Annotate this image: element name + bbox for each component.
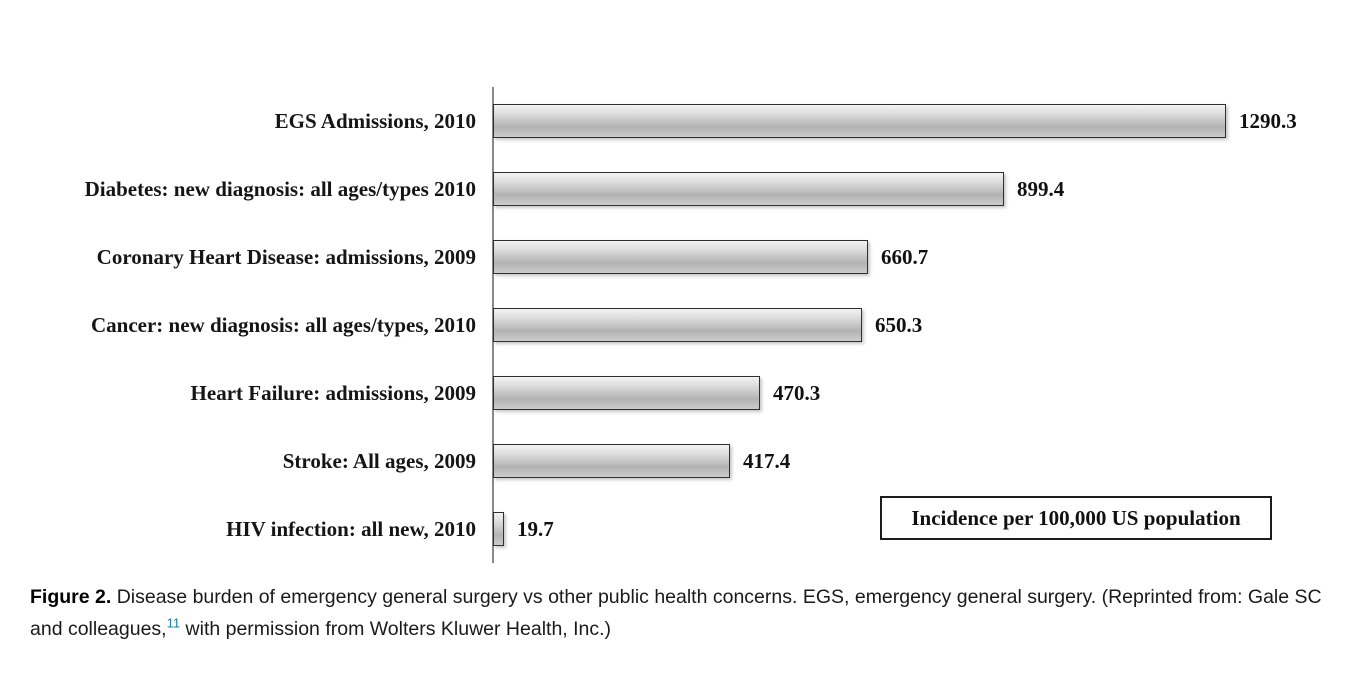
bar: [493, 240, 868, 274]
chart-row: Heart Failure: admissions, 2009 470.3: [0, 359, 1346, 427]
figure-caption: Figure 2. Disease burden of emergency ge…: [30, 582, 1322, 645]
value-label: 19.7: [517, 516, 554, 541]
category-label: Heart Failure: admissions, 2009: [190, 380, 476, 405]
value-label: 470.3: [773, 380, 821, 405]
value-label: 1290.3: [1239, 108, 1297, 133]
chart-row: Stroke: All ages, 2009 417.4: [0, 427, 1346, 495]
bar-chart: EGS Admissions, 2010 1290.3 Diabetes: new …: [0, 87, 1346, 563]
figure-label: Figure 2.: [30, 586, 112, 608]
value-label: 899.4: [1017, 176, 1065, 201]
citation-ref[interactable]: 11: [166, 615, 181, 631]
category-label: Stroke: All ages, 2009: [282, 448, 476, 473]
category-label: HIV infection: all new, 2010: [226, 516, 476, 541]
legend-box: Incidence per 100,000 US population: [880, 496, 1272, 540]
caption-text-after-ref: with permission from Wolters Kluwer Heal…: [180, 617, 612, 640]
chart-row: HIV infection: all new, 2010 19.7: [0, 495, 1346, 563]
bar: [493, 512, 504, 546]
chart-rows: EGS Admissions, 2010 1290.3 Diabetes: new …: [0, 87, 1346, 563]
value-label: 660.7: [881, 244, 929, 269]
value-label: 417.4: [743, 448, 791, 473]
category-label: Cancer: new diagnosis: all ages/types, 2…: [91, 312, 476, 337]
bar: [493, 308, 862, 342]
bar: [493, 104, 1226, 138]
bar: [493, 376, 760, 410]
category-label: Coronary Heart Disease: admissions, 2009: [96, 244, 476, 269]
bar: [493, 444, 730, 478]
legend-text: Incidence per 100,000 US population: [911, 505, 1241, 530]
chart-row: Diabetes: new diagnosis: all ages/types …: [0, 155, 1346, 223]
chart-row: Cancer: new diagnosis: all ages/types, 2…: [0, 291, 1346, 359]
chart-row: EGS Admissions, 2010 1290.3: [0, 87, 1346, 155]
caption-text-before-ref: Disease burden of emergency general surg…: [30, 586, 1322, 640]
chart-row: Coronary Heart Disease: admissions, 2009…: [0, 223, 1346, 291]
category-label: Diabetes: new diagnosis: all ages/types …: [84, 176, 476, 201]
bar: [493, 172, 1004, 206]
category-label: EGS Admissions, 2010: [274, 108, 476, 133]
value-label: 650.3: [875, 312, 923, 337]
